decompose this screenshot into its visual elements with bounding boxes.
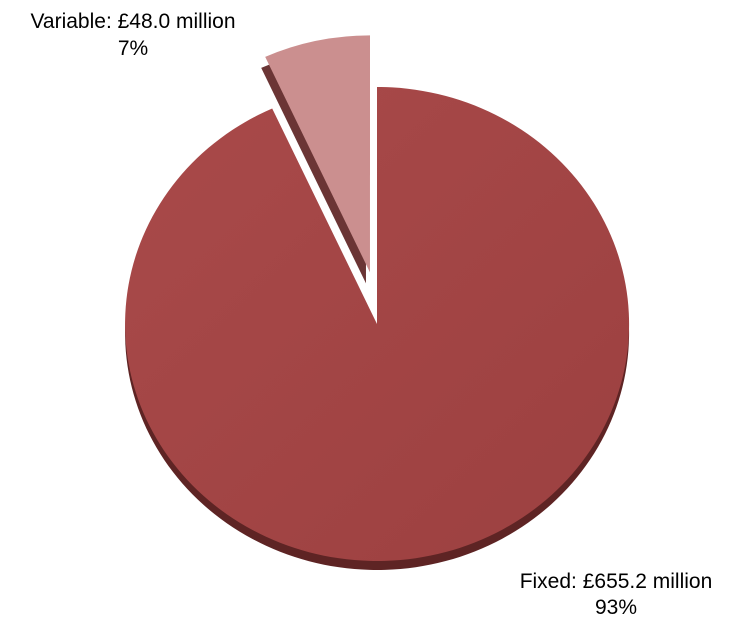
- slice-percent-variable: 7%: [118, 37, 148, 60]
- label-fixed: Fixed: £655.2 million 93%: [520, 570, 713, 619]
- slice-label-variable: Variable: £48.0 million: [30, 10, 235, 33]
- pie-slice-group-fixed: [125, 86, 630, 570]
- pie-slice-variable: [265, 35, 370, 273]
- slice-label-fixed: Fixed: £655.2 million: [520, 570, 713, 593]
- pie-slice-fixed: [125, 86, 630, 561]
- pie-slice-group-variable: [261, 35, 370, 284]
- label-variable: Variable: £48.0 million 7%: [30, 10, 235, 60]
- slice-percent-fixed: 93%: [595, 596, 637, 619]
